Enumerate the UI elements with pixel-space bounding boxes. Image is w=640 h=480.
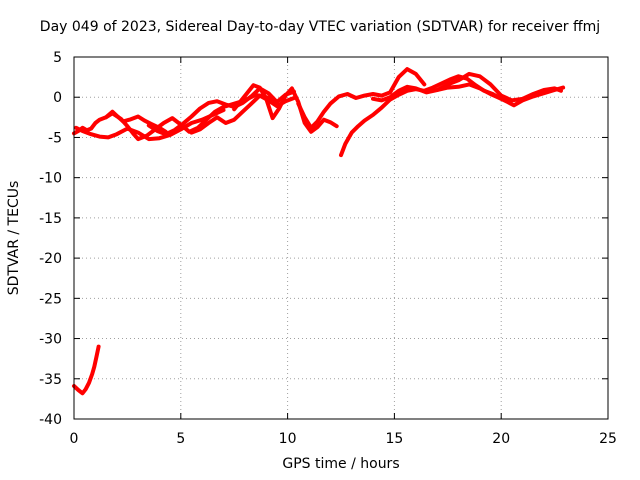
series-line-arc-4 — [146, 86, 296, 137]
series-line-arc-9 — [371, 71, 563, 103]
y-tick-label: -10 — [39, 171, 62, 187]
series-line-arc-10 — [435, 82, 566, 108]
x-axis-label: GPS time / hours — [282, 456, 400, 472]
plot-frame — [73, 56, 609, 420]
x-tick-label: 0 — [70, 431, 79, 447]
x-tick-label: 10 — [279, 431, 297, 447]
y-ticks: 5 0 -5 -10 -15 -20 -25 -30 -35 -40 — [39, 50, 608, 428]
x-tick-label: 25 — [599, 431, 617, 447]
y-tick-label: -20 — [39, 251, 62, 267]
x-tick-label: 20 — [492, 431, 510, 447]
y-tick-label: -35 — [39, 372, 62, 388]
series-line-arc-11 — [72, 344, 101, 396]
x-ticks: 0 5 10 15 20 25 — [70, 57, 617, 447]
series-line-arc-7 — [296, 67, 427, 130]
x-tick-label: 15 — [385, 431, 403, 447]
y-tick-label: 0 — [53, 90, 62, 106]
y-tick-label: -40 — [39, 412, 62, 428]
y-tick-label: -25 — [39, 291, 62, 307]
series-line-arc-6 — [232, 83, 339, 134]
x-tick-label: 5 — [176, 431, 185, 447]
y-tick-label: 5 — [53, 50, 62, 66]
grid-lines — [74, 57, 608, 419]
data-series — [72, 67, 566, 396]
y-tick-label: -30 — [39, 332, 62, 348]
series-line-arc-5 — [189, 93, 296, 135]
chart-title: Day 049 of 2023, Sidereal Day-to-day VTE… — [39, 19, 601, 35]
y-tick-label: -5 — [48, 130, 62, 146]
y-tick-label: -15 — [39, 211, 62, 227]
